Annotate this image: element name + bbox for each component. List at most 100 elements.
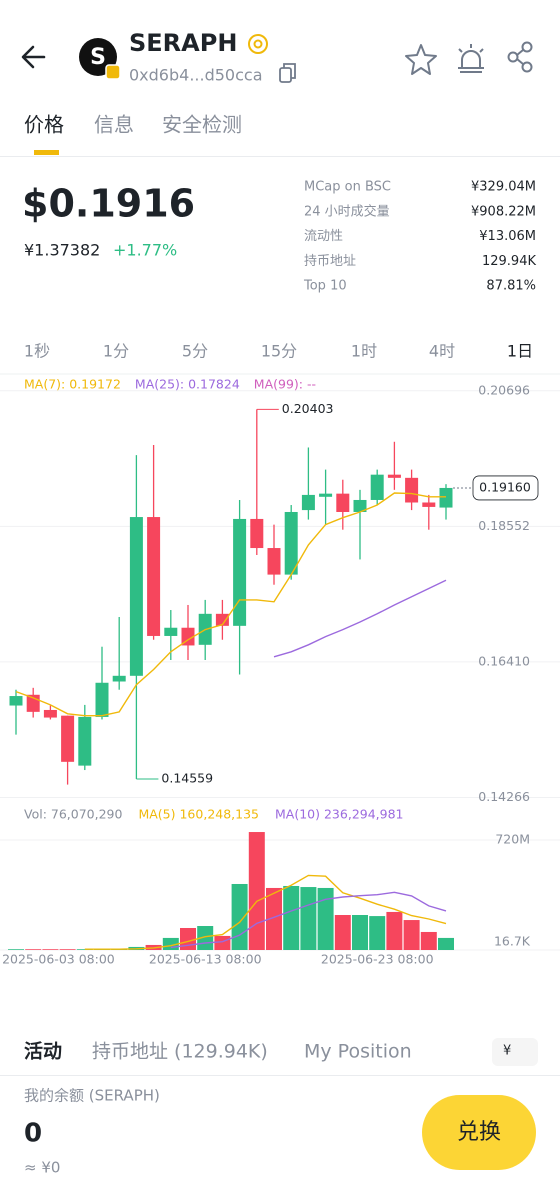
candle-body	[422, 502, 436, 507]
stat-value: ¥329.04M	[471, 180, 536, 195]
bottom-tab[interactable]: 活动	[24, 1040, 62, 1063]
candle-body	[405, 477, 419, 503]
y-tick-label: 0.20696	[478, 382, 530, 397]
balance-approx: ≈ ¥0	[24, 1159, 60, 1177]
at-badge	[248, 34, 268, 54]
low-label: 0.14559	[161, 770, 213, 785]
price-cny: ¥1.37382	[24, 241, 100, 260]
tab[interactable]: 价格	[24, 113, 64, 137]
x-tick-label: 2025-06-03 08:00	[2, 952, 115, 967]
volume-ma-line	[84, 874, 447, 950]
volume-bar	[403, 920, 420, 950]
swap-button-label: 兑换	[457, 1120, 501, 1145]
stat-value: ¥13.06M	[479, 229, 536, 244]
candle-body	[319, 493, 333, 497]
legend-entry: MA(10) 236,294,981	[275, 807, 404, 822]
candle-body	[439, 487, 453, 508]
last-price-label: 0.19160	[479, 479, 531, 494]
volume-bar	[8, 949, 24, 950]
candle-body	[147, 517, 161, 636]
stat-label: Top 10	[303, 279, 347, 294]
svg-text:S: S	[90, 45, 106, 70]
volume-bar	[386, 911, 403, 950]
volume-bar	[438, 937, 454, 950]
token-name: SERAPH	[129, 29, 237, 57]
candle-body	[215, 613, 229, 626]
divider	[0, 156, 560, 157]
candle-body	[95, 682, 109, 717]
divider	[0, 1075, 560, 1076]
volume-bar	[283, 885, 300, 950]
candle-body	[387, 474, 401, 478]
favorite-button[interactable]	[405, 44, 437, 75]
legend-entry: MA(99): --	[254, 377, 316, 392]
bottom-tab[interactable]: My Position	[304, 1041, 412, 1063]
alert-button[interactable]	[458, 44, 484, 73]
interval-option[interactable]: 5分	[182, 342, 208, 361]
y-tick-label: 0.16410	[478, 653, 530, 668]
ma-line	[273, 579, 447, 658]
volume-ma-line	[170, 891, 447, 949]
high-label: 0.20403	[282, 401, 334, 416]
tab[interactable]: 信息	[94, 113, 134, 137]
interval-option[interactable]: 1秒	[24, 342, 50, 361]
volume-tick-label: 720M	[495, 831, 530, 846]
intervals: 1秒 1分 5分 15分 1时 4时 1日	[24, 342, 533, 361]
candle-body	[267, 548, 281, 575]
volume-bar	[317, 887, 334, 950]
candle-body	[353, 499, 367, 512]
volume-bar	[420, 931, 437, 950]
volume-bar	[25, 949, 42, 950]
volume-bar	[42, 949, 59, 950]
balance-amount: 0	[24, 1119, 42, 1149]
legend-entry: MA(5) 160,248,135	[138, 807, 259, 822]
ma-line	[15, 492, 446, 717]
chart: 0.20696 0.18552 0.16410 0.14266 16.7K 720M MA(…	[0, 373, 560, 967]
bottom-tab[interactable]: 持币地址 (129.94K)	[92, 1041, 268, 1063]
interval-option[interactable]: 15分	[261, 342, 297, 361]
candle-body	[336, 493, 350, 512]
y-tick-label: 0.14266	[478, 789, 530, 804]
legend-entry: MA(25): 0.17824	[135, 377, 240, 392]
interval-option[interactable]: 1时	[351, 342, 377, 361]
currency-toggle[interactable]	[492, 1038, 538, 1066]
token-avatar: S	[79, 38, 121, 80]
candle-body	[112, 675, 126, 682]
last-price-box	[472, 475, 539, 501]
volume-bar	[248, 832, 265, 950]
stat-label: MCap on BSC	[304, 180, 391, 195]
volume-bar	[300, 887, 317, 950]
candle-body	[370, 474, 384, 500]
interval-option[interactable]: 1分	[103, 342, 129, 361]
stat-value: ¥908.22M	[471, 204, 536, 219]
candle-body	[301, 494, 315, 511]
back-button[interactable]	[21, 45, 46, 69]
share-button[interactable]	[507, 41, 533, 73]
volume-title: Vol: 76,070,290	[24, 807, 123, 822]
copy-button[interactable]	[279, 63, 296, 83]
volume-bar	[214, 935, 231, 950]
tab-indicator	[34, 150, 59, 155]
candle-body	[129, 517, 143, 676]
currency-toggle-label: ¥	[503, 1044, 511, 1059]
balance-label: 我的余额 (SERAPH)	[24, 1087, 160, 1105]
token-address: 0xd6b4...d50cca	[129, 66, 263, 85]
stat-value: 129.94K	[482, 254, 536, 269]
stats: MCap on BSC ¥329.04M 24 小时成交量 ¥908.22M 流动性 ¥1…	[303, 180, 536, 294]
candle-body	[61, 715, 75, 762]
x-tick-label: 2025-06-23 08:00	[321, 952, 434, 967]
price-usd: $0.1916	[22, 182, 195, 226]
stat-label: 流动性	[304, 229, 343, 244]
volume-bar	[266, 887, 282, 950]
stat-label: 24 小时成交量	[304, 203, 390, 219]
swap-button[interactable]	[422, 1095, 536, 1170]
volume-bar	[180, 927, 196, 950]
interval-option[interactable]: 1日	[507, 342, 533, 361]
candle-body	[233, 518, 247, 626]
volume-tick-label: 16.7K	[494, 934, 531, 949]
stat-value: 87.81%	[486, 279, 536, 294]
tab[interactable]: 安全检测	[162, 113, 242, 137]
interval-option[interactable]: 4时	[429, 342, 455, 361]
candle-body	[9, 696, 23, 706]
